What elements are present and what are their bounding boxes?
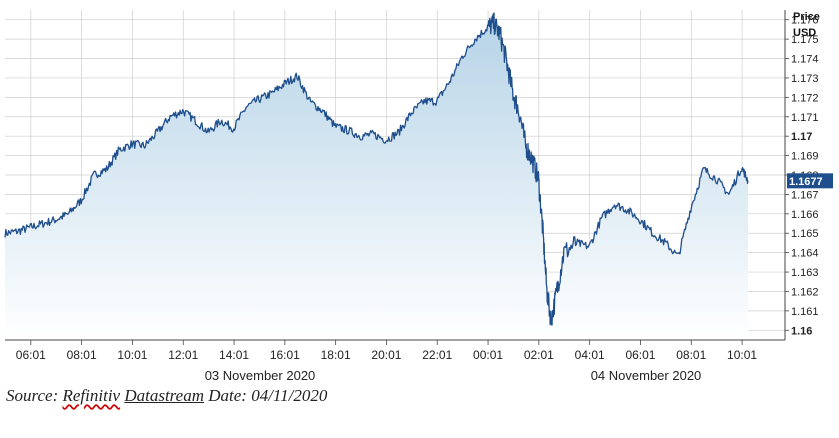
price-chart: 1.161.1611.1621.1631.1641.1651.1661.1671…	[4, 10, 833, 383]
source-provider: Refinitiv	[62, 386, 121, 405]
x-tick-label: 20:01	[371, 348, 401, 362]
x-tick-label: 12:01	[168, 348, 198, 362]
y-tick-label: 1.163	[791, 267, 819, 279]
x-axis-ticks: 06:01 08:01 10:01 12:01 14:01 16:01 18:01 20:01…	[16, 340, 757, 362]
y-tick-label: 1.166	[791, 209, 819, 221]
y-tick-label: 1.161	[791, 306, 819, 318]
x-tick-label: 16:01	[270, 348, 300, 362]
last-value-label: 1.1677	[789, 176, 823, 188]
y-axis-title-line1: Price	[793, 11, 820, 23]
y-tick-label: 1.173	[791, 73, 819, 85]
x-tick-label: 06:01	[16, 348, 46, 362]
x-tick-label: 14:01	[219, 348, 249, 362]
y-tick-label: 1.176	[791, 15, 819, 27]
y-tick-label: 1.171	[791, 112, 819, 124]
price-area	[5, 13, 748, 340]
price-line	[4, 12, 749, 326]
source-prefix: Source:	[6, 386, 63, 405]
x-tick-label: 04:01	[575, 348, 605, 362]
y-axis-ticks: 1.16 1.161 1.162 1.163 1.164 1.165 1.166 1.167 1…	[785, 15, 819, 337]
last-value-badge: 1.1677	[787, 173, 833, 189]
y-tick-label: 1.165	[791, 228, 819, 240]
x-tick-label: 22:01	[422, 348, 452, 362]
source-caption: Source: Refinitiv Datastream Date: 04/11…	[6, 386, 327, 406]
x-tick-label: 06:01	[625, 348, 655, 362]
y-tick-label: 1.16	[791, 325, 812, 337]
date-label-nov-03: 03 November 2020	[205, 368, 316, 383]
y-tick-label: 1.164	[791, 248, 819, 260]
source-product: Datastream	[124, 386, 204, 405]
y-tick-label: 1.162	[791, 286, 819, 298]
y-tick-label: 1.167	[791, 189, 819, 201]
y-tick-label: 1.169	[791, 151, 819, 163]
date-label-nov-04: 04 November 2020	[591, 368, 702, 383]
x-tick-label: 02:01	[524, 348, 554, 362]
x-tick-label: 08:01	[67, 348, 97, 362]
x-tick-label: 10:01	[727, 348, 757, 362]
x-tick-label: 18:01	[321, 348, 351, 362]
y-axis-title-line2: USD	[793, 27, 816, 39]
x-tick-label: 00:01	[473, 348, 503, 362]
y-tick-label: 1.174	[791, 54, 819, 66]
y-tick-label: 1.172	[791, 92, 819, 104]
y-tick-label: 1.17	[791, 131, 812, 143]
y-tick-label: 1.175	[791, 34, 819, 46]
source-date: Date: 04/11/2020	[204, 386, 328, 405]
x-tick-label: 08:01	[676, 348, 706, 362]
x-tick-label: 10:01	[117, 348, 147, 362]
